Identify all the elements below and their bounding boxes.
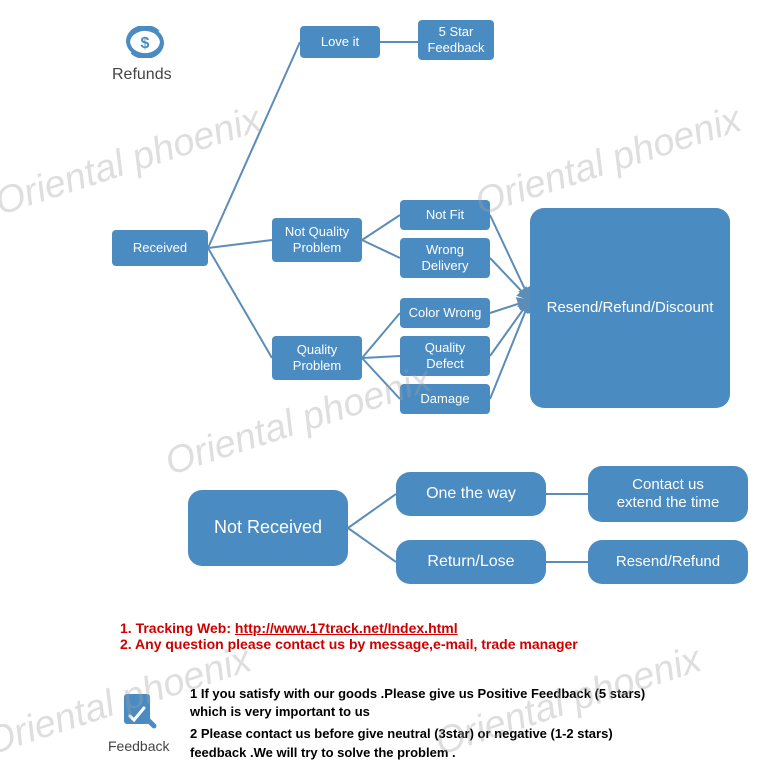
node-received: Received — [112, 230, 208, 266]
refunds-icon: $ — [122, 26, 168, 58]
node-five-star: 5 StarFeedback — [418, 20, 494, 60]
feedback-line2: 2 Please contact us before give neutral … — [190, 725, 660, 761]
node-resend-refund: Resend/Refund — [588, 540, 748, 584]
node-one-the-way: One the way — [396, 472, 546, 516]
tracking-prefix: 1. Tracking Web: — [120, 620, 235, 636]
node-return-lose: Return/Lose — [396, 540, 546, 584]
node-wrong-delivery: WrongDelivery — [400, 238, 490, 278]
svg-text:$: $ — [141, 35, 150, 52]
node-damage: Damage — [400, 384, 490, 414]
watermark-text: Oriental phoenix — [470, 98, 746, 224]
node-contact-extend: Contact usextend the time — [588, 466, 748, 522]
feedback-text: 1 If you satisfy with our goods .Please … — [190, 685, 660, 762]
node-resend-big: Resend/Refund/Discount — [530, 208, 730, 408]
feedback-icon — [118, 690, 160, 732]
node-not-quality: Not QualityProblem — [272, 218, 362, 262]
node-not-fit: Not Fit — [400, 200, 490, 230]
node-color-wrong: Color Wrong — [400, 298, 490, 328]
feedback-label: Feedback — [108, 738, 169, 754]
feedback-line1: 1 If you satisfy with our goods .Please … — [190, 685, 660, 721]
watermark-text: Oriental phoenix — [0, 98, 267, 224]
tracking-url[interactable]: http://www.17track.net/Index.html — [235, 620, 458, 636]
footer-notes: 1. Tracking Web: http://www.17track.net/… — [120, 620, 578, 652]
node-not-received: Not Received — [188, 490, 348, 566]
node-love-it: Love it — [300, 26, 380, 58]
contact-note: 2. Any question please contact us by mes… — [120, 636, 578, 652]
node-quality: QualityProblem — [272, 336, 362, 380]
node-quality-defect: QualityDefect — [400, 336, 490, 376]
refunds-label: Refunds — [112, 66, 172, 84]
